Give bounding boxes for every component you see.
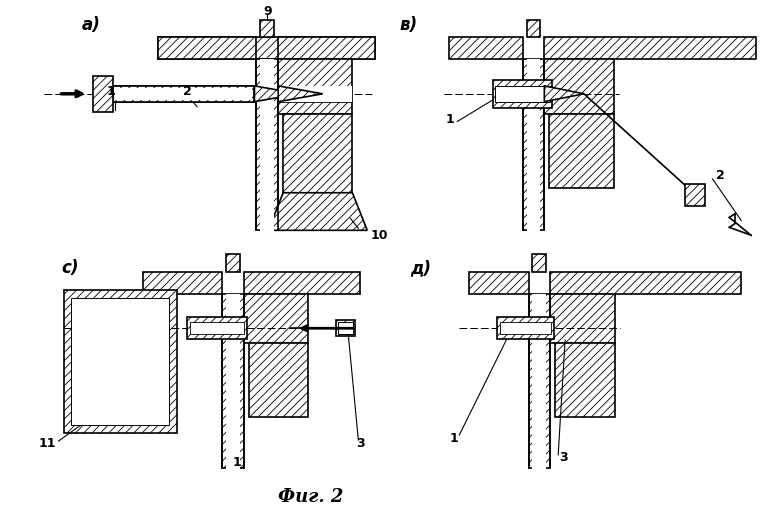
Bar xyxy=(72,297,169,425)
Bar xyxy=(529,294,550,468)
Bar xyxy=(93,76,113,112)
Text: 3: 3 xyxy=(356,436,364,449)
Bar xyxy=(335,320,356,336)
Bar xyxy=(500,322,551,334)
Bar xyxy=(549,113,614,188)
Polygon shape xyxy=(254,86,299,102)
Text: 1: 1 xyxy=(450,432,459,445)
Bar xyxy=(261,20,275,37)
Text: 10: 10 xyxy=(370,229,388,242)
Bar xyxy=(190,322,243,334)
Bar xyxy=(338,322,353,334)
Bar xyxy=(243,294,308,343)
Bar xyxy=(113,86,254,102)
Bar xyxy=(526,59,541,245)
Bar xyxy=(497,317,555,339)
Bar xyxy=(526,20,541,37)
Text: 11: 11 xyxy=(38,436,55,449)
Bar xyxy=(158,37,257,59)
Bar xyxy=(115,88,253,100)
Bar xyxy=(685,184,704,205)
Bar xyxy=(283,113,353,193)
Bar xyxy=(278,86,353,102)
Bar xyxy=(533,254,546,272)
Polygon shape xyxy=(544,86,584,102)
Text: 1: 1 xyxy=(445,113,454,126)
Bar xyxy=(249,343,308,418)
Polygon shape xyxy=(278,86,323,102)
Bar xyxy=(544,37,756,59)
Bar xyxy=(187,317,246,339)
Bar xyxy=(533,294,546,483)
Bar xyxy=(544,59,614,113)
Bar xyxy=(555,343,615,418)
Text: Фиг. 2: Фиг. 2 xyxy=(278,488,343,506)
Bar xyxy=(225,254,239,272)
Bar xyxy=(523,59,544,230)
Bar xyxy=(550,294,615,343)
Text: 2: 2 xyxy=(183,85,192,98)
Text: 9: 9 xyxy=(263,5,271,18)
Bar xyxy=(225,294,239,483)
Bar xyxy=(469,272,529,294)
Bar xyxy=(143,272,222,294)
Bar xyxy=(550,272,741,294)
Bar xyxy=(222,294,243,468)
Text: с): с) xyxy=(62,259,79,277)
Bar xyxy=(449,37,523,59)
Text: 1: 1 xyxy=(232,457,241,470)
Bar xyxy=(495,86,550,102)
Bar xyxy=(278,59,353,113)
Text: а): а) xyxy=(81,16,100,34)
Polygon shape xyxy=(268,193,367,230)
Bar xyxy=(257,59,278,230)
Text: д): д) xyxy=(410,259,431,277)
Bar xyxy=(493,80,552,108)
Bar xyxy=(158,37,375,59)
Bar xyxy=(278,37,375,59)
Text: 3: 3 xyxy=(558,451,567,464)
Bar xyxy=(63,290,177,433)
Text: в): в) xyxy=(400,16,418,34)
Text: 1: 1 xyxy=(107,85,115,98)
Bar xyxy=(243,272,360,294)
Bar xyxy=(261,59,275,245)
Text: 2: 2 xyxy=(717,170,725,183)
